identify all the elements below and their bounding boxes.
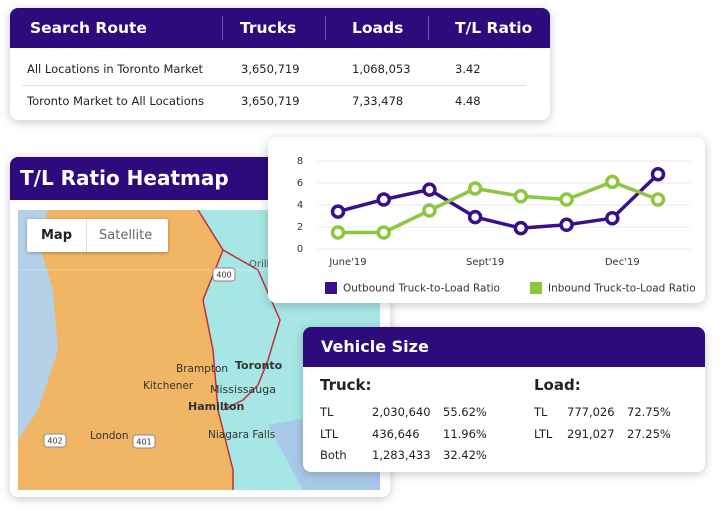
map-controls: Map Satellite bbox=[27, 219, 168, 252]
road-shield bbox=[43, 433, 67, 448]
map-label: Brampton bbox=[176, 363, 228, 375]
map-label: London bbox=[90, 430, 129, 442]
percent: 72.75% bbox=[627, 405, 671, 419]
count: 2,030,640 bbox=[372, 405, 431, 419]
data-point bbox=[467, 209, 483, 225]
table-cell: 3.42 bbox=[455, 62, 481, 76]
vehicle-size-card: Vehicle Size Truck: Load: TL 2,030,640 55.… bbox=[303, 327, 705, 472]
separator bbox=[222, 16, 223, 40]
series-line bbox=[338, 180, 659, 235]
map-label: Mississauga bbox=[210, 383, 276, 396]
satellite-button[interactable]: Satellite bbox=[99, 228, 153, 243]
x-tick-label: Dec'19 bbox=[605, 257, 640, 268]
x-tick-label: Sept'19 bbox=[466, 257, 504, 268]
y-tick-label: 0 bbox=[297, 244, 303, 255]
data-point bbox=[330, 204, 346, 219]
count: 436,646 bbox=[372, 426, 420, 441]
road-label: 402 bbox=[47, 437, 62, 446]
table-cell: 3,650,719 bbox=[241, 94, 300, 108]
road-label: 400 bbox=[216, 271, 231, 280]
vehicle-size-header: Vehicle Size bbox=[303, 327, 705, 367]
y-tick-label: 6 bbox=[297, 178, 303, 189]
table-cell: 4.48 bbox=[455, 94, 481, 108]
heatmap-title: T/L Ratio Heatmap bbox=[20, 166, 229, 190]
table-cell: 3,650,719 bbox=[241, 62, 300, 76]
map-label: Kitchener bbox=[143, 380, 194, 392]
separator bbox=[325, 16, 326, 40]
data-point bbox=[605, 210, 620, 226]
data-point bbox=[513, 188, 529, 204]
road-label: 401 bbox=[136, 438, 151, 447]
road-shield bbox=[212, 267, 236, 282]
map-label: Hamilton bbox=[188, 400, 244, 413]
region-orange bbox=[18, 210, 233, 490]
data-point bbox=[559, 217, 574, 233]
map-label: Toronto bbox=[235, 359, 283, 372]
size-label: LTL bbox=[534, 426, 553, 441]
map-label: Niagara Falls bbox=[208, 429, 275, 441]
data-point bbox=[376, 225, 391, 240]
data-point bbox=[605, 174, 620, 190]
percent: 27.25% bbox=[627, 426, 671, 441]
column-header: Trucks bbox=[240, 19, 297, 37]
legend-label: Inbound Truck-to-Load Ratio bbox=[548, 283, 696, 295]
data-point bbox=[376, 192, 391, 207]
percent: 55.62% bbox=[443, 405, 487, 419]
table-cell: 7,33,478 bbox=[352, 94, 404, 108]
table-cell: All Locations in Toronto Market bbox=[27, 62, 203, 76]
legend-swatch bbox=[325, 282, 337, 294]
legend-swatch bbox=[530, 282, 542, 294]
map-label: Orillia bbox=[249, 259, 278, 270]
legend-label: Outbound Truck-to-Load Ratio bbox=[343, 283, 500, 295]
count: 291,027 bbox=[567, 426, 615, 441]
line-chart: 0 2 4 6 8 June'19 Sept'19 Dec'19 Outbound Truck-… bbox=[297, 156, 696, 295]
separator bbox=[428, 16, 429, 40]
percent: 11.96% bbox=[443, 426, 487, 441]
chart-card: 0 2 4 6 8 June'19 Sept'19 Dec'19 Outbound Truck-… bbox=[268, 137, 705, 303]
load-heading: Load: bbox=[534, 376, 581, 394]
data-point bbox=[650, 192, 666, 207]
data-point bbox=[330, 225, 346, 240]
y-tick-label: 4 bbox=[297, 200, 303, 211]
x-tick-label: June'19 bbox=[328, 257, 366, 268]
data-point bbox=[650, 166, 666, 182]
y-tick-label: 8 bbox=[297, 156, 303, 167]
data-point bbox=[467, 181, 483, 196]
column-header: Search Route bbox=[30, 19, 147, 37]
data-point bbox=[559, 192, 574, 207]
table-header: Search Route Trucks Loads T/L Ratio bbox=[10, 8, 550, 48]
separator bbox=[86, 219, 87, 252]
column-header: Loads bbox=[352, 19, 404, 37]
data-point bbox=[422, 182, 437, 197]
map-button[interactable]: Map bbox=[41, 228, 73, 243]
percent: 32.42% bbox=[443, 448, 487, 462]
data-point bbox=[422, 203, 437, 218]
road-shield bbox=[132, 434, 156, 449]
size-label: LTL bbox=[320, 426, 339, 441]
count: 1,283,433 bbox=[372, 448, 431, 462]
row-divider bbox=[22, 85, 526, 86]
truck-heading: Truck: bbox=[320, 376, 372, 394]
series-line bbox=[337, 172, 660, 230]
column-header: T/L Ratio bbox=[455, 19, 533, 37]
table-cell: Toronto Market to All Locations bbox=[27, 94, 205, 108]
vehicle-size-title: Vehicle Size bbox=[321, 337, 429, 356]
size-label: Both bbox=[320, 448, 347, 462]
count: 777,026 bbox=[567, 405, 615, 419]
y-tick-label: 2 bbox=[297, 222, 303, 233]
data-point bbox=[513, 220, 529, 236]
region-border bbox=[222, 249, 281, 411]
search-table-card: Search Route Trucks Loads T/L Ratio All … bbox=[10, 8, 550, 120]
size-label: TL bbox=[534, 405, 548, 419]
size-label: TL bbox=[320, 405, 334, 419]
table-cell: 1,068,053 bbox=[352, 62, 411, 76]
